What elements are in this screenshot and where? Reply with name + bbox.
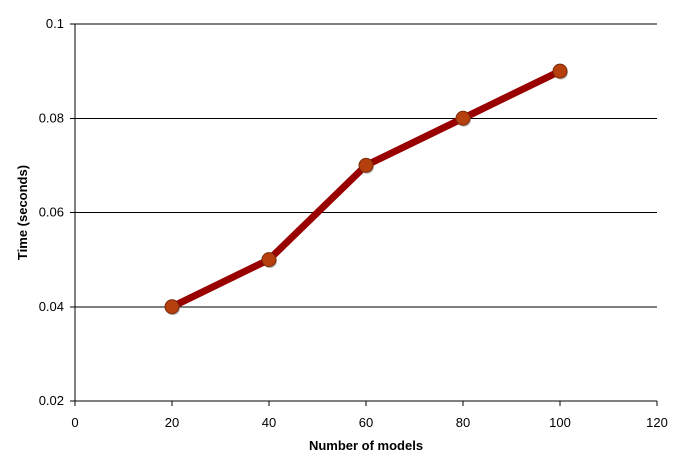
x-tick-label: 40 bbox=[262, 415, 276, 430]
data-point bbox=[358, 157, 374, 173]
y-tick-label: 0.06 bbox=[39, 205, 64, 220]
x-tick-labels: 0 20 40 60 80 100 120 bbox=[71, 415, 667, 430]
y-axis-title: Time (seconds) bbox=[15, 165, 30, 260]
data-point bbox=[261, 252, 277, 268]
x-tick-label: 80 bbox=[456, 415, 470, 430]
x-tick-label: 120 bbox=[646, 415, 668, 430]
x-tick-label: 60 bbox=[359, 415, 373, 430]
data-point bbox=[455, 110, 471, 126]
series-group bbox=[164, 63, 568, 316]
grid-lines bbox=[75, 23, 657, 308]
axes bbox=[70, 23, 658, 406]
data-point bbox=[164, 299, 180, 315]
x-axis-title: Number of models bbox=[309, 438, 423, 453]
y-tick-label: 0.04 bbox=[39, 299, 64, 314]
y-tick-label: 0.02 bbox=[39, 393, 64, 408]
series-line bbox=[168, 67, 564, 311]
x-tick-label: 20 bbox=[165, 415, 179, 430]
y-tick-label: 0.1 bbox=[46, 16, 64, 31]
y-tick-label: 0.08 bbox=[39, 110, 64, 125]
x-tick-label: 0 bbox=[71, 415, 78, 430]
data-point bbox=[552, 63, 568, 79]
y-tick-labels: 0.02 0.04 0.06 0.08 0.1 bbox=[39, 16, 64, 408]
x-tick-label: 100 bbox=[549, 415, 571, 430]
